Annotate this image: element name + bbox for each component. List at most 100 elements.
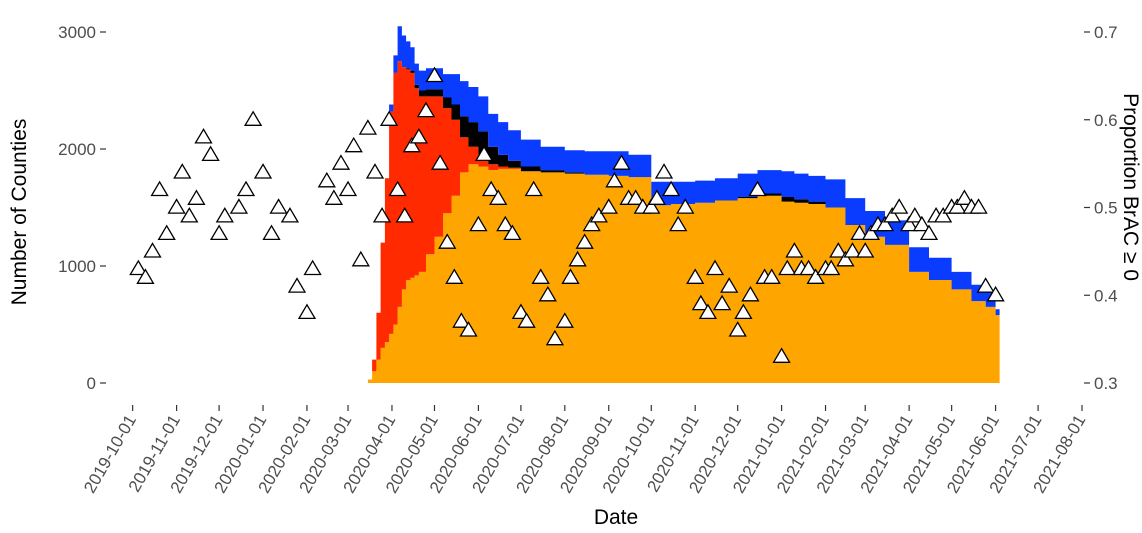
point-triangle <box>215 207 234 223</box>
point-triangle <box>691 294 711 311</box>
point-triangle <box>365 163 385 179</box>
point-triangle <box>705 259 725 276</box>
point-triangle <box>612 154 631 170</box>
point-triangle <box>976 277 995 293</box>
point-triangle <box>856 242 875 258</box>
point-triangle <box>948 198 967 214</box>
x-axis: 2019-10-012019-11-012019-12-012020-01-01… <box>80 405 1089 496</box>
point-triangle <box>843 242 862 258</box>
point-triangle <box>568 250 587 267</box>
right-axis-title: Proportion BrAC ≥ 0 <box>1119 93 1142 281</box>
point-triangle <box>187 189 206 205</box>
point-triangle <box>496 215 515 232</box>
point-triangle <box>531 268 550 284</box>
point-triangle <box>799 259 818 276</box>
point-triangle <box>511 303 531 320</box>
point-triangle <box>661 180 681 197</box>
point-triangle <box>303 259 322 276</box>
point-triangle <box>438 233 457 249</box>
point-triangle <box>452 312 471 328</box>
point-triangle <box>402 136 421 153</box>
point-triangle <box>503 224 522 241</box>
point-triangle <box>599 198 618 214</box>
point-triangle <box>379 110 399 126</box>
point-triangle <box>297 303 317 320</box>
y2-tick-label: 0.7 <box>1094 23 1118 42</box>
point-triangle <box>167 198 186 214</box>
right-axis: 0.3 0.4 0.5 0.6 0.7 <box>1084 23 1118 393</box>
point-triangle <box>351 250 370 267</box>
y-tick-label: 2000 <box>58 140 96 159</box>
point-triangle <box>409 128 429 144</box>
y2-tick-label: 0.5 <box>1094 199 1118 218</box>
point-triangle <box>209 224 229 241</box>
point-triangle <box>778 259 797 276</box>
point-triangle <box>469 215 488 232</box>
point-triangle <box>173 163 192 179</box>
point-triangle <box>280 207 300 223</box>
triangle-points-layer <box>129 66 1005 363</box>
point-triangle <box>331 154 351 170</box>
x-axis-title: Date <box>594 506 638 529</box>
point-triangle <box>654 163 674 179</box>
point-triangle <box>589 207 608 223</box>
point-triangle <box>524 180 543 197</box>
point-triangle <box>324 189 344 205</box>
point-triangle <box>201 145 220 162</box>
point-triangle <box>698 303 718 320</box>
point-triangle <box>890 198 909 214</box>
point-triangle <box>669 215 688 232</box>
y-axis-title: Number of Counties <box>8 119 31 306</box>
point-triangle <box>882 207 902 223</box>
point-triangle <box>955 189 974 205</box>
point-triangle <box>430 154 450 170</box>
point-triangle <box>545 329 565 346</box>
point-triangle <box>481 180 501 197</box>
point-triangle <box>157 224 176 241</box>
point-triangle <box>899 215 919 232</box>
point-triangle <box>969 198 988 214</box>
point-triangle <box>269 198 288 214</box>
left-axis: 0 1000 2000 3000 <box>58 23 106 393</box>
point-triangle <box>720 277 739 293</box>
point-triangle <box>728 321 747 337</box>
point-triangle <box>425 66 444 83</box>
point-triangle <box>748 180 767 197</box>
point-triangle <box>836 250 855 267</box>
point-triangle <box>243 110 263 126</box>
point-triangle <box>762 268 781 284</box>
point-triangle <box>143 242 162 258</box>
point-triangle <box>686 268 705 284</box>
point-triangle <box>489 189 508 205</box>
y-tick-label: 1000 <box>58 257 96 276</box>
point-triangle <box>338 180 358 197</box>
point-triangle <box>129 259 148 276</box>
point-triangle <box>575 233 594 249</box>
point-triangle <box>194 128 213 144</box>
point-triangle <box>642 198 661 214</box>
point-triangle <box>772 347 791 363</box>
point-triangle <box>253 163 273 179</box>
point-triangle <box>676 198 695 214</box>
point-triangle <box>741 285 760 302</box>
point-triangle <box>734 303 753 320</box>
point-triangle <box>555 312 574 328</box>
point-triangle <box>712 294 732 311</box>
point-triangle <box>229 198 249 214</box>
point-triangle <box>647 189 667 205</box>
point-triangle <box>875 215 895 232</box>
point-triangle <box>517 312 536 328</box>
y-tick-label: 3000 <box>58 23 96 42</box>
y2-tick-label: 0.4 <box>1094 286 1118 305</box>
point-triangle <box>180 207 199 223</box>
point-triangle <box>445 268 464 284</box>
point-triangle <box>136 268 155 284</box>
point-triangle <box>150 180 169 197</box>
point-triangle <box>933 207 953 223</box>
point-triangle <box>605 171 624 188</box>
point-triangle <box>388 180 407 197</box>
point-triangle <box>626 189 645 205</box>
point-triangle <box>822 259 841 276</box>
point-triangle <box>474 145 494 162</box>
